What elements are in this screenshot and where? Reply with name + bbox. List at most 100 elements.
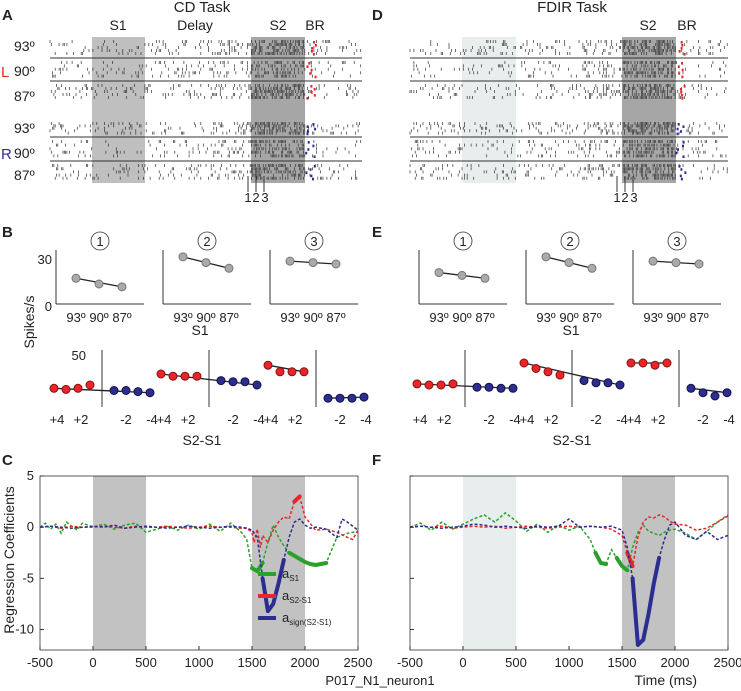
raster-br-dots xyxy=(306,85,316,100)
raster-spikes xyxy=(409,40,728,55)
group-number: 3 xyxy=(310,234,317,249)
marker-d-3-label: 3 xyxy=(630,190,637,205)
xtick-label: 1500 xyxy=(238,655,267,670)
top-point xyxy=(541,252,551,262)
series-line-asign(S2-S1) xyxy=(40,517,358,613)
xtick-label: 1000 xyxy=(555,655,584,670)
xtick-label: 500 xyxy=(135,655,157,670)
top-xtick: 87º xyxy=(689,310,708,325)
bottom-xtick: +2 xyxy=(181,412,196,427)
bottom-xtick: +2 xyxy=(544,412,559,427)
top-point xyxy=(457,270,467,280)
bottom-xtick: +4 xyxy=(413,412,428,427)
bottom-fit-line xyxy=(690,387,728,394)
top-point xyxy=(285,256,295,266)
bottom-point-blue xyxy=(133,387,143,397)
raster-spikes xyxy=(50,84,359,99)
top-xtick: 93º xyxy=(643,310,662,325)
legend-label: asign(S2-S1) xyxy=(282,610,332,627)
top-point xyxy=(480,273,490,283)
ytick-label: -5 xyxy=(22,570,34,585)
raster-spikes xyxy=(52,61,362,78)
bottom-point-blue xyxy=(145,388,155,398)
ytick-label: 5 xyxy=(27,468,34,483)
bottom-point-blue xyxy=(228,377,238,387)
raster-br-dots xyxy=(679,85,686,100)
group-number: 2 xyxy=(566,234,573,249)
bottom-point-blue xyxy=(591,378,601,388)
bottom-point-blue xyxy=(698,388,708,398)
bottom-point-blue xyxy=(472,382,482,392)
raster-d-s1-shade xyxy=(462,37,516,183)
bottom-xtick: -4 xyxy=(253,412,265,427)
group-number-circle xyxy=(453,231,473,251)
raster-br-dots xyxy=(305,165,316,181)
regression-ylabel: Regression Coefficients xyxy=(1,486,17,634)
neuron-id-label: P017_N1_neuron1 xyxy=(325,673,434,688)
bottom-point-red xyxy=(263,360,273,370)
row-a-90-right: 90º xyxy=(14,145,35,161)
group-number: 2 xyxy=(203,234,210,249)
top-xtick: 90º xyxy=(196,310,215,325)
epoch-s1-label: S1 xyxy=(109,17,126,33)
spikes-ylabel: Spikes/s xyxy=(21,296,37,349)
group-number-circle xyxy=(667,231,687,251)
marker-a-2-label: 2 xyxy=(252,190,259,205)
raster-spikes xyxy=(409,122,725,135)
bottom-point-red xyxy=(412,379,422,389)
bottom-xtick: -4 xyxy=(360,412,372,427)
group-number-circle xyxy=(560,231,580,251)
bottom-point-blue xyxy=(335,393,345,403)
xtick-label: -500 xyxy=(27,655,53,670)
legend: aS1 aS2-S1 asign(S2-S1) xyxy=(258,566,332,627)
top-point xyxy=(117,282,127,292)
group-number: 3 xyxy=(673,234,680,249)
raster-br-dots xyxy=(305,141,316,158)
row-a-93-right: 93º xyxy=(14,120,35,136)
legend-label: aS1 xyxy=(282,566,300,583)
e-xlabel-s2s1: S2-S1 xyxy=(553,432,592,448)
raster-br-dots xyxy=(310,41,317,56)
series-significant-asign(S2-S1) xyxy=(630,555,662,647)
panel-c: C Regression Coefficients -500 0 500 1000 15… xyxy=(1,452,435,688)
raster-br-dots xyxy=(676,123,685,136)
marker-a-1-label: 1 xyxy=(244,190,251,205)
left-condition-label: L xyxy=(1,64,9,81)
bottom-point-red xyxy=(626,358,636,368)
series-significant-aS1 xyxy=(593,550,630,573)
group-number: 1 xyxy=(459,234,466,249)
top-point xyxy=(178,252,188,262)
bottom-point-red xyxy=(638,358,648,368)
bottom-xtick: -2 xyxy=(697,412,709,427)
top-point xyxy=(224,263,234,273)
row-a-90-left: 90º xyxy=(14,63,35,79)
bottom-point-red xyxy=(531,364,541,373)
top-xtick: 93º xyxy=(536,310,555,325)
bottom-xtick: +4 xyxy=(627,412,642,427)
xtick-label: -500 xyxy=(397,655,423,670)
raster-br-dots xyxy=(678,41,686,56)
bottom-xtick: -2 xyxy=(227,412,239,427)
bottom-point-red xyxy=(168,371,178,381)
raster-d xyxy=(409,40,728,181)
raster-br-dots xyxy=(678,165,687,181)
chart-c: -500 0 500 1000 1500 2000 2500 5 0 -5 -10 xyxy=(15,468,372,670)
top-point xyxy=(434,268,444,278)
panel-e: E S1 S2-S1 1 93º 90º 87º +4 +2 -2 -4 2 93º 90º 87º +… xyxy=(372,224,735,448)
top-xtick: 90º xyxy=(666,310,685,325)
panel-b-plots: 1 93º 90º 87º +4 +2 -2 -4 2 93º 90º 87º +4 +2 -2 -4 3 93º… xyxy=(49,231,372,427)
bottom-point-blue xyxy=(323,393,333,403)
bottom-xtick: -2 xyxy=(120,412,132,427)
raster-spikes xyxy=(409,164,728,180)
panel-e-letter: E xyxy=(372,224,382,241)
top-point xyxy=(94,279,104,289)
bottom-xtick: -4 xyxy=(723,412,735,427)
epoch-d-s2-label: S2 xyxy=(639,17,656,33)
panel-a-letter: A xyxy=(2,7,13,24)
bottom-point-red xyxy=(287,367,297,377)
xtick-label: 0 xyxy=(89,655,96,670)
row-a-87-left: 87º xyxy=(14,88,35,104)
legend-label: aS2-S1 xyxy=(282,588,312,605)
bottom-point-blue xyxy=(615,380,625,390)
